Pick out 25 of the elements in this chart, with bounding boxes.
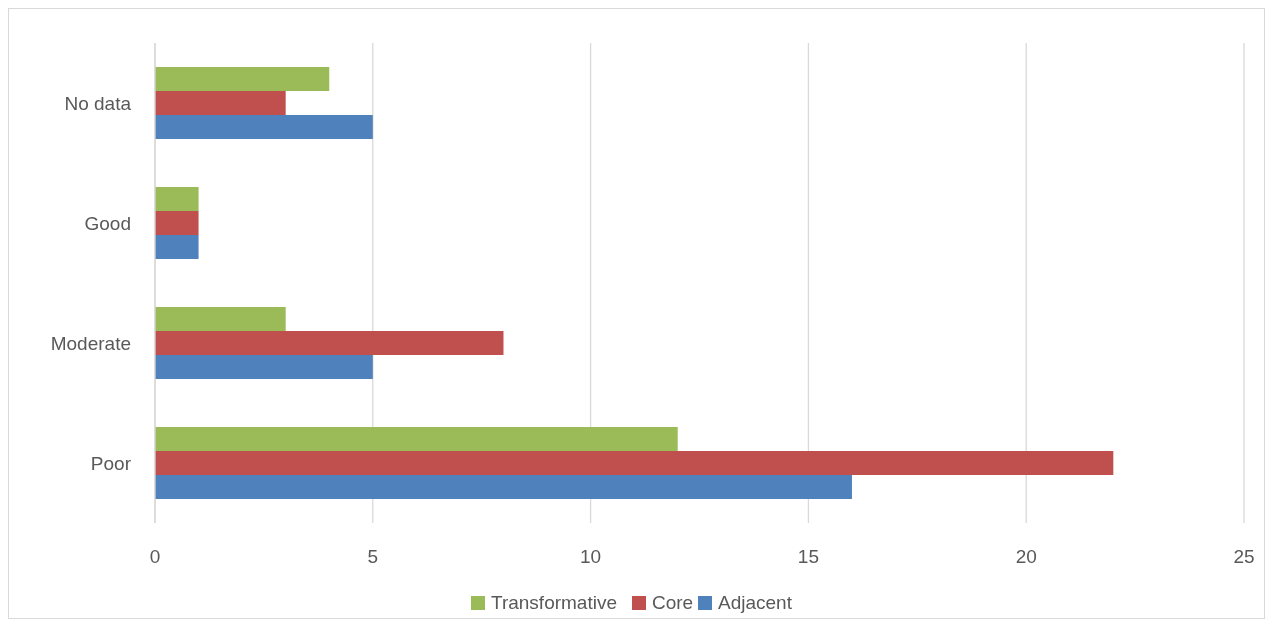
x-tick-label: 10 — [580, 546, 602, 567]
y-tick-label: Moderate — [50, 333, 131, 354]
bar — [155, 115, 373, 139]
y-tick-label: Poor — [90, 453, 132, 474]
x-tick-label: 25 — [1233, 546, 1255, 567]
x-tick-label: 0 — [149, 546, 161, 567]
legend-label: Transformative — [491, 592, 617, 613]
legend-label: Core — [652, 592, 694, 613]
bar — [155, 451, 1114, 475]
bar — [155, 67, 330, 91]
x-tick-label: 20 — [1015, 546, 1037, 567]
bar — [155, 331, 504, 355]
y-tick-label: Good — [84, 213, 131, 234]
bar — [155, 475, 852, 499]
x-tick-label: 15 — [797, 546, 819, 567]
bar — [155, 91, 286, 115]
bar — [155, 307, 286, 331]
bar — [155, 211, 199, 235]
y-tick-label: No data — [64, 93, 132, 114]
bar — [155, 355, 373, 379]
bar — [155, 235, 199, 259]
x-tick-label: 5 — [367, 546, 379, 567]
bar — [155, 187, 199, 211]
legend-label: Adjacent — [718, 592, 793, 613]
bar — [155, 427, 678, 451]
